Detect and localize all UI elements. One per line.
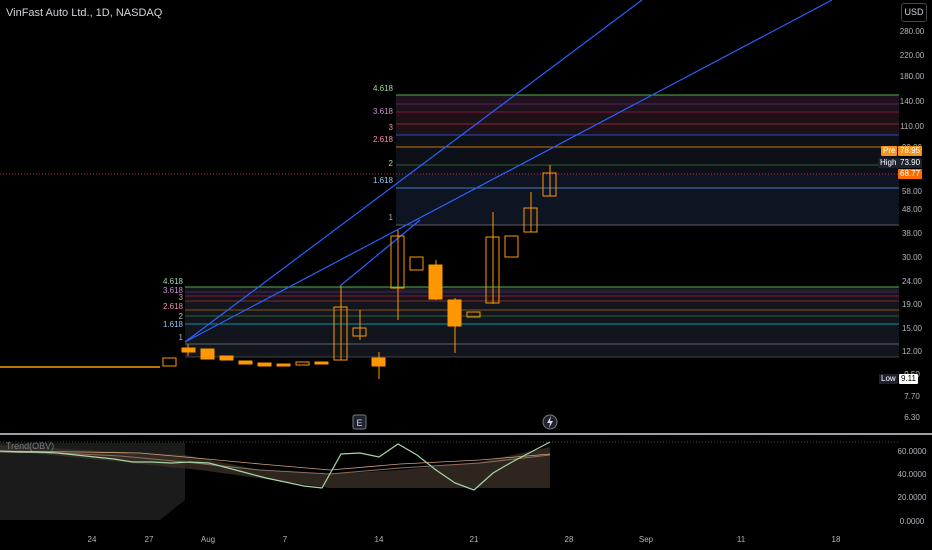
svg-text:18: 18: [832, 535, 841, 544]
trend-line-2[interactable]: [184, 0, 833, 343]
candle: [409, 256, 424, 271]
svg-text:28: 28: [565, 535, 574, 544]
low-badge: Low: [879, 374, 898, 384]
candle: [371, 357, 386, 367]
fib-label-1-upper: 1: [389, 213, 394, 222]
candle: [447, 299, 462, 327]
svg-text:110.00: 110.00: [900, 122, 924, 131]
trend-line-1[interactable]: [184, 0, 643, 343]
svg-text:38.00: 38.00: [902, 229, 923, 238]
fib-label-1618-upper: 1.618: [373, 176, 394, 185]
fib-label-3-upper: 3: [389, 123, 394, 132]
svg-text:140.00: 140.00: [900, 97, 925, 106]
svg-text:0.0000: 0.0000: [900, 517, 925, 526]
fib-labels-upper: 4.618 3.618 3 2.618 2 1.618 1: [373, 84, 394, 222]
pre-market-value: 78.95: [898, 146, 923, 156]
candle: [295, 361, 310, 366]
earnings-marker: [352, 414, 367, 430]
svg-text:Aug: Aug: [201, 535, 215, 544]
candle: [390, 235, 405, 289]
svg-text:12.00: 12.00: [902, 347, 923, 356]
currency-button[interactable]: USD: [901, 3, 927, 22]
fib-label-4618-lower: 4.618: [163, 277, 184, 286]
svg-text:27: 27: [145, 535, 154, 544]
fib-label-3618-upper: 3.618: [373, 107, 394, 116]
svg-text:24: 24: [88, 535, 97, 544]
svg-text:Sep: Sep: [639, 535, 654, 544]
svg-text:24.00: 24.00: [902, 277, 923, 286]
candle: [276, 363, 291, 367]
high-badge: High: [878, 158, 899, 168]
svg-text:60.0000: 60.0000: [898, 447, 927, 456]
fib-label-2-lower: 2: [179, 312, 184, 321]
candle: [200, 348, 215, 360]
obv-pane: [0, 441, 899, 520]
fib-label-3-lower: 3: [179, 293, 184, 302]
candle: [504, 235, 519, 258]
candle: [314, 361, 329, 365]
fib-label-4618-upper: 4.618: [373, 84, 394, 93]
earnings-marker-label: E: [356, 418, 362, 428]
candle: [219, 355, 234, 361]
obv-axis-labels: 60.0000 40.0000 20.0000 0.0000: [898, 447, 927, 526]
fib-label-2-upper: 2: [389, 159, 394, 168]
candle: [485, 236, 500, 304]
symbol-title[interactable]: VinFast Auto Ltd., 1D, NASDAQ: [6, 7, 163, 19]
svg-text:19.00: 19.00: [902, 300, 923, 309]
svg-text:30.00: 30.00: [902, 253, 923, 262]
svg-text:20.0000: 20.0000: [898, 493, 927, 502]
pre-market-badge: Pre: [881, 146, 898, 156]
candle: [542, 172, 557, 197]
candle: [162, 357, 177, 367]
candle: [238, 360, 253, 365]
svg-text:280.00: 280.00: [900, 27, 925, 36]
low-value: 9.11: [899, 374, 918, 384]
candle: [333, 306, 348, 361]
indicator-label[interactable]: Trend(OBV): [6, 441, 55, 451]
fib-upper-zone: [396, 94, 899, 291]
fib-lower-zone: [185, 286, 899, 358]
candle: [181, 347, 196, 353]
candles[interactable]: [0, 165, 557, 379]
fib-label-3618-lower: 3.618: [163, 286, 184, 295]
svg-text:7: 7: [283, 535, 288, 544]
svg-text:180.00: 180.00: [900, 72, 925, 81]
event-markers[interactable]: E: [352, 414, 558, 430]
svg-text:220.00: 220.00: [900, 51, 925, 60]
trend-line-3[interactable]: [339, 219, 421, 287]
svg-text:7.70: 7.70: [904, 392, 920, 401]
candle: [352, 327, 367, 337]
fib-label-2618-lower: 2.618: [163, 302, 184, 311]
svg-text:21: 21: [470, 535, 479, 544]
last-price-value: 68.77: [898, 169, 923, 179]
candle: [466, 311, 481, 318]
obv-line: [0, 441, 551, 491]
candle: [523, 207, 538, 233]
candle: [428, 264, 443, 300]
high-value: 73.90: [898, 158, 923, 168]
svg-text:48.00: 48.00: [902, 205, 923, 214]
candle: [257, 362, 272, 367]
svg-text:11: 11: [737, 535, 746, 544]
svg-text:14: 14: [375, 535, 384, 544]
time-axis-labels: 24 27 Aug 7 14 21 28 Sep 11 18: [88, 535, 841, 544]
svg-text:58.00: 58.00: [902, 187, 923, 196]
fib-label-1-lower: 1: [179, 333, 184, 342]
price-axis-labels: 280.00 220.00 180.00 140.00 110.00 90.00…: [900, 27, 925, 422]
fib-labels-lower: 4.618 3.618 3 2.618 2 1.618 1: [163, 277, 184, 342]
fib-label-1618-lower: 1.618: [163, 320, 184, 329]
svg-text:40.0000: 40.0000: [898, 470, 927, 479]
fib-label-2618-upper: 2.618: [373, 135, 394, 144]
svg-text:6.30: 6.30: [904, 413, 920, 422]
svg-text:15.00: 15.00: [902, 324, 923, 333]
